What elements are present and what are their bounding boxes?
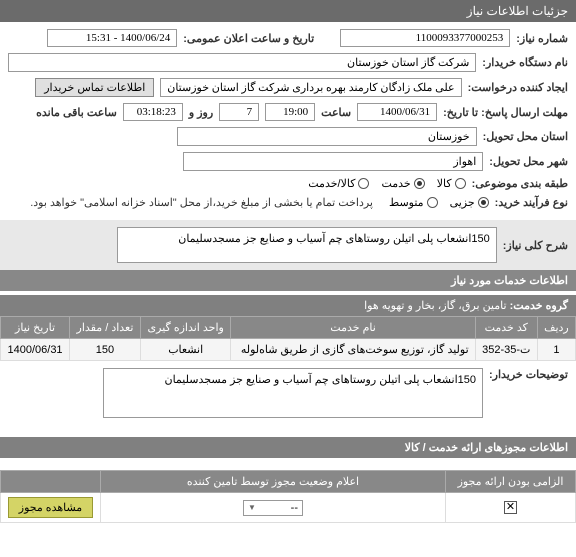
page-title: جزئیات اطلاعات نیاز bbox=[467, 4, 568, 18]
row-buyer: نام دستگاه خریدار: شرکت گاز استان خوزستا… bbox=[8, 50, 568, 75]
row-process: نوع فرآیند خرید: جزیی متوسط پرداخت تمام … bbox=[8, 193, 568, 212]
radio-jozi[interactable]: جزیی bbox=[450, 196, 489, 209]
services-group-band: گروه خدمت: تامین برق، گاز، بخار و تهویه … bbox=[0, 295, 576, 316]
province-value: خوزستان bbox=[177, 127, 477, 146]
time-label: ساعت bbox=[321, 106, 351, 119]
chevron-down-icon: ▼ bbox=[248, 503, 256, 512]
city-value: اهواز bbox=[183, 152, 483, 171]
cell-unit: انشعاب bbox=[140, 339, 231, 361]
radio-khedmat[interactable]: خدمت bbox=[381, 177, 424, 190]
radio-motevaset[interactable]: متوسط bbox=[389, 196, 438, 209]
need-number-label: شماره نیاز: bbox=[516, 32, 568, 45]
cell-status: -- ▼ bbox=[101, 493, 446, 523]
main-form: شماره نیاز: 1100093377000253 تاریخ و ساع… bbox=[0, 22, 576, 216]
th-date: تاریخ نیاز bbox=[1, 317, 70, 339]
deadline-label: مهلت ارسال پاسخ: تا تاریخ: bbox=[443, 106, 568, 119]
need-desc-label: شرح کلی نیاز: bbox=[503, 239, 568, 252]
requester-value: علی ملک زادگان کارمند بهره برداری شرکت گ… bbox=[160, 78, 461, 97]
category-label: طبقه بندی موضوعی: bbox=[472, 177, 568, 190]
process-label: نوع فرآیند خرید: bbox=[495, 196, 568, 209]
cell-name: تولید گاز، توزیع سوخت‌های گازی از طریق ش… bbox=[231, 339, 475, 361]
page-header: جزئیات اطلاعات نیاز bbox=[0, 0, 576, 22]
deadline-time: 19:00 bbox=[265, 103, 315, 121]
table-header-row: ردیف کد خدمت نام خدمت واحد اندازه گیری ت… bbox=[1, 317, 576, 339]
permits-header-row: الزامی بودن ارائه مجوز اعلام وضعیت مجوز … bbox=[1, 471, 576, 493]
radio-kala[interactable]: کالا bbox=[437, 177, 466, 190]
need-desc-band: شرح کلی نیاز: 150انشعاب پلی اتیلن روستاه… bbox=[0, 220, 576, 270]
th-name: نام خدمت bbox=[231, 317, 475, 339]
row-need-number: شماره نیاز: 1100093377000253 تاریخ و ساع… bbox=[8, 26, 568, 50]
buyer-notes-label: توضیحات خریدار: bbox=[489, 368, 568, 381]
cell-action: مشاهده مجوز bbox=[1, 493, 101, 523]
row-province: استان محل تحویل: خوزستان bbox=[8, 124, 568, 149]
radio-motevaset-label: متوسط bbox=[389, 196, 424, 209]
need-number-value: 1100093377000253 bbox=[340, 29, 510, 47]
province-label: استان محل تحویل: bbox=[483, 130, 568, 143]
th-code: کد خدمت bbox=[475, 317, 537, 339]
category-radios: کالا خدمت کالا/خدمت bbox=[308, 177, 465, 190]
cell-date: 1400/06/31 bbox=[1, 339, 70, 361]
city-label: شهر محل تحویل: bbox=[489, 155, 568, 168]
th-index: ردیف bbox=[537, 317, 575, 339]
cell-mandatory: ✕ bbox=[446, 493, 576, 523]
cell-index: 1 bbox=[537, 339, 575, 361]
cell-code: ت-35-352 bbox=[475, 339, 537, 361]
radio-kala-label: کالا bbox=[437, 177, 452, 190]
check-icon: ✕ bbox=[506, 502, 515, 513]
radio-kala-khedmat[interactable]: کالا/خدمت bbox=[308, 177, 369, 190]
payment-note: پرداخت تمام یا بخشی از مبلغ خرید،از محل … bbox=[30, 196, 373, 209]
process-radios: جزیی متوسط bbox=[389, 196, 489, 209]
buyer-notes-value: 150انشعاب پلی اتیلن روستاهای چم آسیاب و … bbox=[103, 368, 483, 418]
deadline-date: 1400/06/31 bbox=[357, 103, 437, 121]
th-action bbox=[1, 471, 101, 493]
row-city: شهر محل تحویل: اهواز bbox=[8, 149, 568, 174]
buyer-value: شرکت گاز استان خوزستان bbox=[8, 53, 476, 72]
days-remaining: 7 bbox=[219, 103, 259, 121]
need-desc-value: 150انشعاب پلی اتیلن روستاهای چم آسیاب و … bbox=[117, 227, 497, 263]
countdown: 03:18:23 bbox=[123, 103, 183, 121]
mandatory-checkbox[interactable]: ✕ bbox=[504, 501, 517, 514]
table-row: 1 ت-35-352 تولید گاز، توزیع سوخت‌های گاز… bbox=[1, 339, 576, 361]
days-label: روز و bbox=[189, 106, 213, 119]
requester-label: ایجاد کننده درخواست: bbox=[468, 81, 568, 94]
permits-table: الزامی بودن ارائه مجوز اعلام وضعیت مجوز … bbox=[0, 470, 576, 523]
cell-qty: 150 bbox=[70, 339, 141, 361]
announce-label: تاریخ و ساعت اعلان عمومی: bbox=[183, 32, 314, 45]
view-permit-button[interactable]: مشاهده مجوز bbox=[8, 497, 93, 518]
buyer-label: نام دستگاه خریدار: bbox=[482, 56, 568, 69]
permits-row: ✕ -- ▼ مشاهده مجوز bbox=[1, 493, 576, 523]
contact-buyer-button[interactable]: اطلاعات تماس خریدار bbox=[35, 78, 154, 97]
radio-kala-khedmat-label: کالا/خدمت bbox=[308, 177, 355, 190]
status-select-value: -- bbox=[291, 502, 298, 514]
th-mandatory: الزامی بودن ارائه مجوز bbox=[446, 471, 576, 493]
radio-khedmat-label: خدمت bbox=[381, 177, 410, 190]
permits-header: اطلاعات مجوزهای ارائه خدمت / کالا bbox=[0, 437, 576, 458]
buyer-notes-section: توضیحات خریدار: 150انشعاب پلی اتیلن روست… bbox=[0, 361, 576, 425]
services-table: ردیف کد خدمت نام خدمت واحد اندازه گیری ت… bbox=[0, 316, 576, 361]
status-select[interactable]: -- ▼ bbox=[243, 500, 303, 516]
row-category: طبقه بندی موضوعی: کالا خدمت کالا/خدمت bbox=[8, 174, 568, 193]
radio-jozi-label: جزیی bbox=[450, 196, 475, 209]
th-unit: واحد اندازه گیری bbox=[140, 317, 231, 339]
countdown-label: ساعت باقی مانده bbox=[36, 106, 117, 119]
th-qty: تعداد / مقدار bbox=[70, 317, 141, 339]
services-group-value: تامین برق، گاز، بخار و تهویه هوا bbox=[364, 300, 506, 312]
announce-value: 1400/06/24 - 15:31 bbox=[47, 29, 177, 47]
row-requester: ایجاد کننده درخواست: علی ملک زادگان کارم… bbox=[8, 75, 568, 100]
services-group-label: گروه خدمت: bbox=[510, 300, 568, 312]
services-header: اطلاعات خدمات مورد نیاز bbox=[0, 270, 576, 291]
th-status: اعلام وضعیت مجوز توسط تامین کننده bbox=[101, 471, 446, 493]
row-deadline: مهلت ارسال پاسخ: تا تاریخ: 1400/06/31 سا… bbox=[8, 100, 568, 124]
